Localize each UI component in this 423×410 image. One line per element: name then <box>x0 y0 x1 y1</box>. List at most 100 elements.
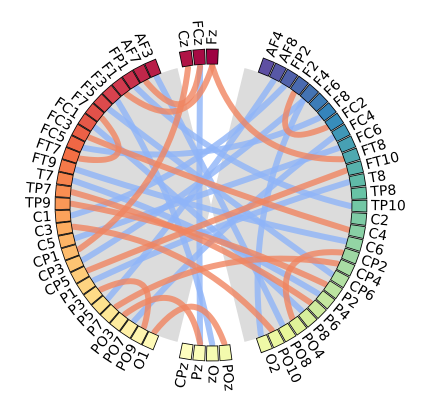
node-box <box>57 232 76 249</box>
node-box <box>192 48 206 66</box>
connection <box>121 295 204 347</box>
connection <box>91 179 352 284</box>
node-box <box>279 68 299 89</box>
node-box <box>298 307 318 328</box>
node-box <box>345 160 365 176</box>
connection <box>151 303 228 347</box>
node-box <box>348 224 366 239</box>
node-label: C4 <box>367 225 388 244</box>
node-box <box>60 244 80 261</box>
node-box <box>54 197 71 211</box>
node-box <box>65 134 86 153</box>
node-box <box>348 173 367 188</box>
node-label: POz <box>218 363 236 391</box>
node-label: Fz <box>204 30 220 46</box>
node-label: TP9 <box>24 195 51 211</box>
node-box <box>330 269 350 289</box>
node-box <box>350 212 368 226</box>
connection <box>97 278 152 330</box>
node-box <box>335 258 356 277</box>
edges <box>69 63 353 347</box>
connection <box>73 166 349 245</box>
node-box <box>91 295 111 315</box>
connection <box>76 115 122 164</box>
node-label: TP8 <box>369 182 397 200</box>
node-label: CPz <box>172 361 192 389</box>
node-box <box>336 135 357 153</box>
connection <box>69 189 314 306</box>
node-box <box>351 199 368 213</box>
node-box <box>141 330 160 351</box>
node-box <box>341 147 361 165</box>
node-label: C1 <box>32 209 52 226</box>
node-box <box>345 236 364 252</box>
node-label: Oz <box>204 365 220 384</box>
node-box <box>267 328 286 349</box>
connection <box>105 77 277 302</box>
node-label: T7 <box>34 166 55 185</box>
node-box <box>70 265 90 285</box>
connection <box>85 167 349 274</box>
nodes: FzFCzCzAF3AF7FP1F1F3F5F7FC1FC3FC5FT7FT9T… <box>24 20 406 392</box>
node-box <box>132 63 151 84</box>
node-box <box>341 247 361 265</box>
node-label: FCz <box>188 20 206 46</box>
node-label: FT8 <box>359 137 388 160</box>
node-box <box>257 57 275 77</box>
node-box <box>315 290 336 310</box>
node-box <box>111 76 131 97</box>
node-label: T8 <box>367 168 388 187</box>
node-box <box>64 255 85 273</box>
connection <box>86 134 351 233</box>
node-label: P1 <box>58 285 81 308</box>
node-box <box>268 62 287 83</box>
node-label: TP10 <box>370 198 406 214</box>
node-label: Cz <box>174 29 193 49</box>
node-box <box>77 112 98 132</box>
node-box <box>308 92 329 113</box>
node-box <box>84 102 105 123</box>
node-box <box>307 299 327 320</box>
node-box <box>289 75 310 96</box>
node-box <box>331 123 351 142</box>
node-box <box>299 83 320 104</box>
node-box <box>178 49 194 68</box>
node-box <box>71 123 91 142</box>
node-label: TP7 <box>24 180 52 198</box>
connection <box>113 255 341 310</box>
node-label: FT9 <box>30 150 59 172</box>
node-box <box>144 58 162 78</box>
node-label: C3 <box>33 222 54 241</box>
node-box <box>55 221 74 236</box>
node-label: O2 <box>261 352 283 376</box>
connection <box>209 63 346 163</box>
node-box <box>92 93 113 113</box>
node-box <box>323 280 344 300</box>
node-box <box>316 102 337 122</box>
node-label: Pz <box>189 364 206 381</box>
node-box <box>218 344 233 362</box>
node-box <box>350 186 368 200</box>
node-box <box>324 112 345 132</box>
connection <box>196 63 204 347</box>
node-box <box>130 325 149 346</box>
connection <box>282 90 330 138</box>
node-label: O1 <box>131 348 154 373</box>
node-box <box>76 276 96 295</box>
node-label: FT7 <box>34 136 63 160</box>
node-label: C6 <box>363 239 385 259</box>
connection <box>70 223 275 334</box>
node-box <box>54 184 72 198</box>
node-box <box>205 345 219 362</box>
node-box <box>192 344 206 362</box>
node-box <box>178 342 194 361</box>
connection <box>69 83 287 219</box>
node-box <box>61 146 81 164</box>
node-box <box>54 209 72 223</box>
node-box <box>288 315 308 336</box>
connection <box>153 74 286 328</box>
node-box <box>58 159 77 175</box>
node-box <box>121 69 141 90</box>
node-box <box>83 285 104 306</box>
